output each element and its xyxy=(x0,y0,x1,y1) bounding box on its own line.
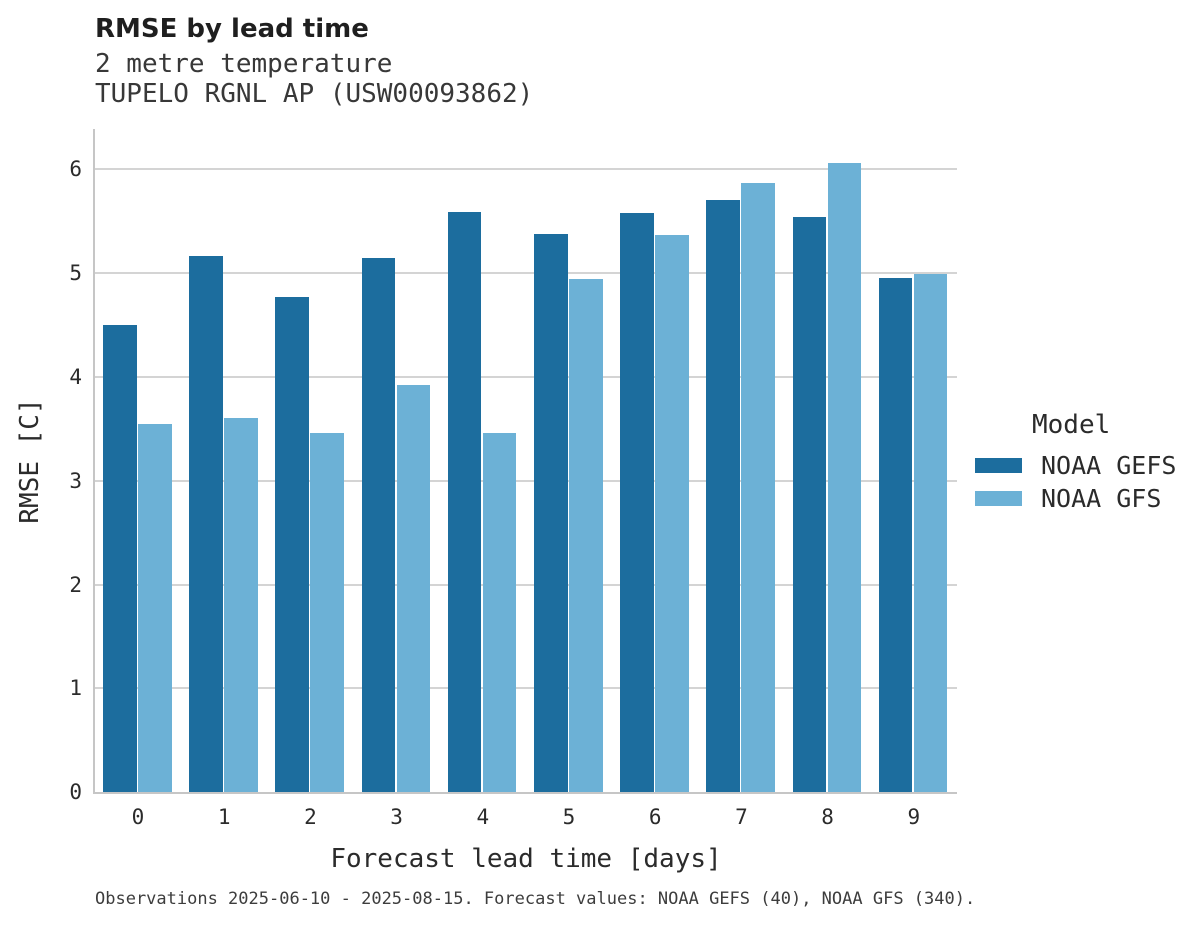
y-axis-spine xyxy=(93,129,95,794)
legend-entries: NOAA GEFS NOAA GFS xyxy=(975,449,1176,515)
x-tick-label: 1 xyxy=(217,805,231,829)
legend-entry-noaa-gfs: NOAA GFS xyxy=(975,482,1176,515)
legend-title: Model xyxy=(1032,410,1111,440)
chart-subtitle-variable: 2 metre temperature xyxy=(95,49,393,79)
gridline xyxy=(95,687,957,690)
x-tick-label: 6 xyxy=(648,805,662,829)
bar-noaa-gfs-lead-4 xyxy=(482,433,517,792)
bar-noaa-gefs-lead-3 xyxy=(361,257,396,792)
y-tick-label: 1 xyxy=(69,676,82,701)
noaa-gfs-swatch-icon xyxy=(975,491,1022,506)
bar-noaa-gfs-lead-5 xyxy=(569,279,603,792)
gridline xyxy=(95,583,957,586)
bar-noaa-gfs-lead-0 xyxy=(138,423,172,792)
x-tick-label: 3 xyxy=(390,805,403,829)
bar-noaa-gfs-lead-2 xyxy=(310,433,344,792)
bar-noaa-gfs-lead-3 xyxy=(396,385,431,792)
bar-noaa-gfs-lead-1 xyxy=(224,418,258,792)
legend-entry-noaa-gefs: NOAA GEFS xyxy=(975,449,1176,482)
gridline xyxy=(95,479,957,482)
bar-noaa-gefs-lead-8 xyxy=(792,217,827,792)
plot-area: 0 1 2 3 4 5 6 0 1 2 3 4 5 6 7 8 9 xyxy=(69,129,957,829)
x-tick-label: 2 xyxy=(304,805,317,829)
x-tick-label: 8 xyxy=(821,805,834,829)
x-tick-label: 4 xyxy=(476,805,490,829)
y-tick-label: 6 xyxy=(69,157,82,182)
chart-subtitle-station: TUPELO RGNL AP (USW00093862) xyxy=(95,79,534,109)
bar-noaa-gefs-lead-7 xyxy=(706,199,740,792)
gridline xyxy=(95,272,957,275)
bar-noaa-gfs-lead-8 xyxy=(827,163,862,792)
bar-noaa-gefs-lead-5 xyxy=(534,233,568,792)
bar-noaa-gefs-lead-4 xyxy=(447,212,482,792)
y-axis-label: RMSE [C] xyxy=(15,398,45,524)
bar-noaa-gfs-lead-6 xyxy=(655,234,689,792)
legend: Model NOAA GEFS NOAA GFS xyxy=(975,410,1176,515)
x-axis-spine xyxy=(93,792,957,794)
figure-caption: Observations 2025-06-10 - 2025-08-15. Fo… xyxy=(95,889,976,909)
y-tick-label: 5 xyxy=(69,261,82,286)
bar-noaa-gfs-lead-7 xyxy=(741,182,775,792)
y-tick-label: 2 xyxy=(69,572,82,597)
noaa-gefs-swatch-icon xyxy=(975,458,1022,473)
legend-entry-label: NOAA GFS xyxy=(1041,484,1162,513)
bar-noaa-gfs-lead-9 xyxy=(913,274,948,792)
bar-noaa-gefs-lead-2 xyxy=(275,297,309,792)
bar-noaa-gefs-lead-0 xyxy=(103,325,137,792)
y-tick-label: 4 xyxy=(69,364,82,389)
gridline xyxy=(95,375,957,378)
bar-noaa-gefs-lead-6 xyxy=(620,213,654,792)
x-tick-label: 5 xyxy=(562,805,576,829)
x-tick-label: 0 xyxy=(131,805,145,829)
chart-title: RMSE by lead time xyxy=(95,14,369,44)
y-tick-label: 0 xyxy=(69,780,82,804)
gridline xyxy=(95,168,957,171)
y-tick-label: 3 xyxy=(69,468,82,493)
x-axis-label: Forecast lead time [days] xyxy=(330,844,722,874)
legend-entry-label: NOAA GEFS xyxy=(1041,451,1177,480)
bar-noaa-gefs-lead-9 xyxy=(878,278,913,792)
x-tick-label: 7 xyxy=(735,805,748,829)
x-tick-label: 9 xyxy=(907,805,921,829)
bar-noaa-gefs-lead-1 xyxy=(189,255,223,792)
